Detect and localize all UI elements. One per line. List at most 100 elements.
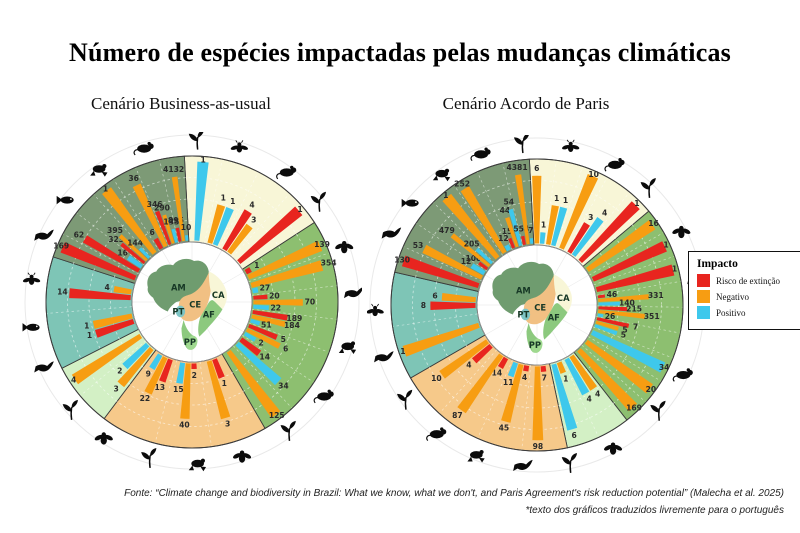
legend-label: Risco de extinção xyxy=(716,275,780,286)
bar-value-label: 1 xyxy=(400,347,405,356)
impact-bar-O xyxy=(246,328,281,349)
mouse-icon xyxy=(313,389,334,404)
impact-bar-R xyxy=(222,209,252,252)
bar-value-label: 6 xyxy=(283,344,288,353)
plant-icon xyxy=(561,452,577,474)
bar-value-label: 1 xyxy=(200,155,205,164)
impact-bar-B xyxy=(551,363,578,431)
impact-bar-B xyxy=(470,263,486,275)
bar-value-label: 2 xyxy=(117,366,122,375)
bar-value-label: 4132 xyxy=(163,165,184,174)
impact-bar-O xyxy=(584,339,653,394)
impact-bar-B xyxy=(597,313,604,318)
bar-value-label: 3 xyxy=(114,385,119,394)
plant-icon xyxy=(188,129,204,150)
bar-value-label: 1 xyxy=(541,220,546,229)
impact-bar-O xyxy=(505,217,519,248)
impact-bar-B xyxy=(251,287,259,294)
impact-bar-O xyxy=(171,176,185,242)
plant-icon xyxy=(280,420,296,441)
bar-value-label: 140 xyxy=(619,299,635,308)
bar-value-label: 4 xyxy=(522,373,527,382)
map-region-AM xyxy=(492,261,554,315)
bar-value-label: 20 xyxy=(646,385,657,394)
bar-value-label: 22 xyxy=(140,394,151,403)
impact-bar-R xyxy=(239,337,262,357)
impact-bar-O xyxy=(113,285,132,295)
impact-bar-B xyxy=(185,235,189,241)
bar-value-label: 2 xyxy=(192,371,197,380)
impact-bar-R xyxy=(478,261,489,271)
bar-value-label: 144 xyxy=(127,238,143,247)
bar-value-label: 125 xyxy=(269,411,285,420)
bar-value-label: 10 xyxy=(588,170,599,179)
impact-bar-O xyxy=(501,363,524,423)
impact-bar-B xyxy=(122,342,150,370)
map-label-PP: PP xyxy=(184,337,196,347)
bar-value-label: 34 xyxy=(278,381,289,390)
impact-bar-R xyxy=(567,222,590,254)
bar-value-label: 1 xyxy=(230,197,235,206)
bird-icon xyxy=(381,227,402,239)
impact-bar-O xyxy=(92,313,133,329)
fly-icon xyxy=(230,140,249,153)
bar-value-label: 98 xyxy=(533,442,544,451)
impact-bar-O xyxy=(253,299,303,306)
impact-bar-R xyxy=(591,241,667,282)
impact-bar-R xyxy=(252,310,288,321)
translation-note: *texto dos gráficos traduzidos livrement… xyxy=(525,504,784,516)
impact-bar-R xyxy=(237,206,303,264)
mouse-icon xyxy=(672,368,693,382)
positivo-color-swatch xyxy=(697,306,710,319)
impact-bar-R xyxy=(540,365,547,372)
bar-value-label: 205 xyxy=(464,239,480,248)
bar-value-label: 15 xyxy=(173,385,184,394)
bar-value-label: 169 xyxy=(626,404,642,413)
bar-value-label: 1 xyxy=(634,199,639,208)
bar-value-label: 5 xyxy=(621,331,626,340)
plant-icon xyxy=(650,400,666,421)
map-region-CA xyxy=(553,274,572,313)
impact-bar-O xyxy=(144,356,168,395)
bar-value-label: 7 xyxy=(633,322,638,331)
impact-bar-R xyxy=(153,237,164,250)
bar-value-label: 10 xyxy=(431,374,442,383)
bar-value-label: 6 xyxy=(150,228,155,237)
mouse-icon xyxy=(133,141,154,156)
fly-icon xyxy=(562,139,580,152)
impact-bar-B xyxy=(475,247,493,265)
bar-value-label: 1 xyxy=(672,265,677,274)
impact-bar-B xyxy=(194,161,209,241)
bar-value-label: 4 xyxy=(602,209,607,218)
map-region-PP xyxy=(531,338,543,353)
bar-value-label: 10 xyxy=(181,223,192,232)
impact-bar-R xyxy=(597,294,606,299)
impact-bar-B xyxy=(551,206,568,247)
impact-bar-O xyxy=(441,293,476,303)
map-region-PT xyxy=(520,308,531,321)
bar-value-label: 331 xyxy=(648,291,664,300)
bee-icon xyxy=(672,225,691,239)
bar-value-label: 8 xyxy=(421,301,426,310)
bar-value-label: 7 xyxy=(542,374,547,383)
impact-bar-B xyxy=(564,357,590,396)
bar-value-label: 22 xyxy=(270,303,281,312)
bar-value-label: 36 xyxy=(128,174,139,183)
bar-value-label: 189 xyxy=(286,314,302,323)
bar-value-label: 51 xyxy=(261,321,272,330)
bar-value-label: 20 xyxy=(269,291,280,300)
map-region-PP xyxy=(186,335,198,350)
map-label-PP: PP xyxy=(529,340,541,350)
fish-icon xyxy=(22,323,40,332)
impact-bar-B xyxy=(250,318,261,326)
impact-bar-R xyxy=(60,242,137,281)
plant-icon xyxy=(62,399,78,420)
bar-value-label: 135 xyxy=(163,217,179,226)
impact-bar-R xyxy=(175,227,182,242)
impact-bar-R xyxy=(191,363,197,370)
bar-value-label: 2 xyxy=(259,338,264,347)
impact-bar-R xyxy=(248,323,278,340)
impact-bar-O xyxy=(439,339,489,379)
impact-bar-R xyxy=(159,358,173,383)
